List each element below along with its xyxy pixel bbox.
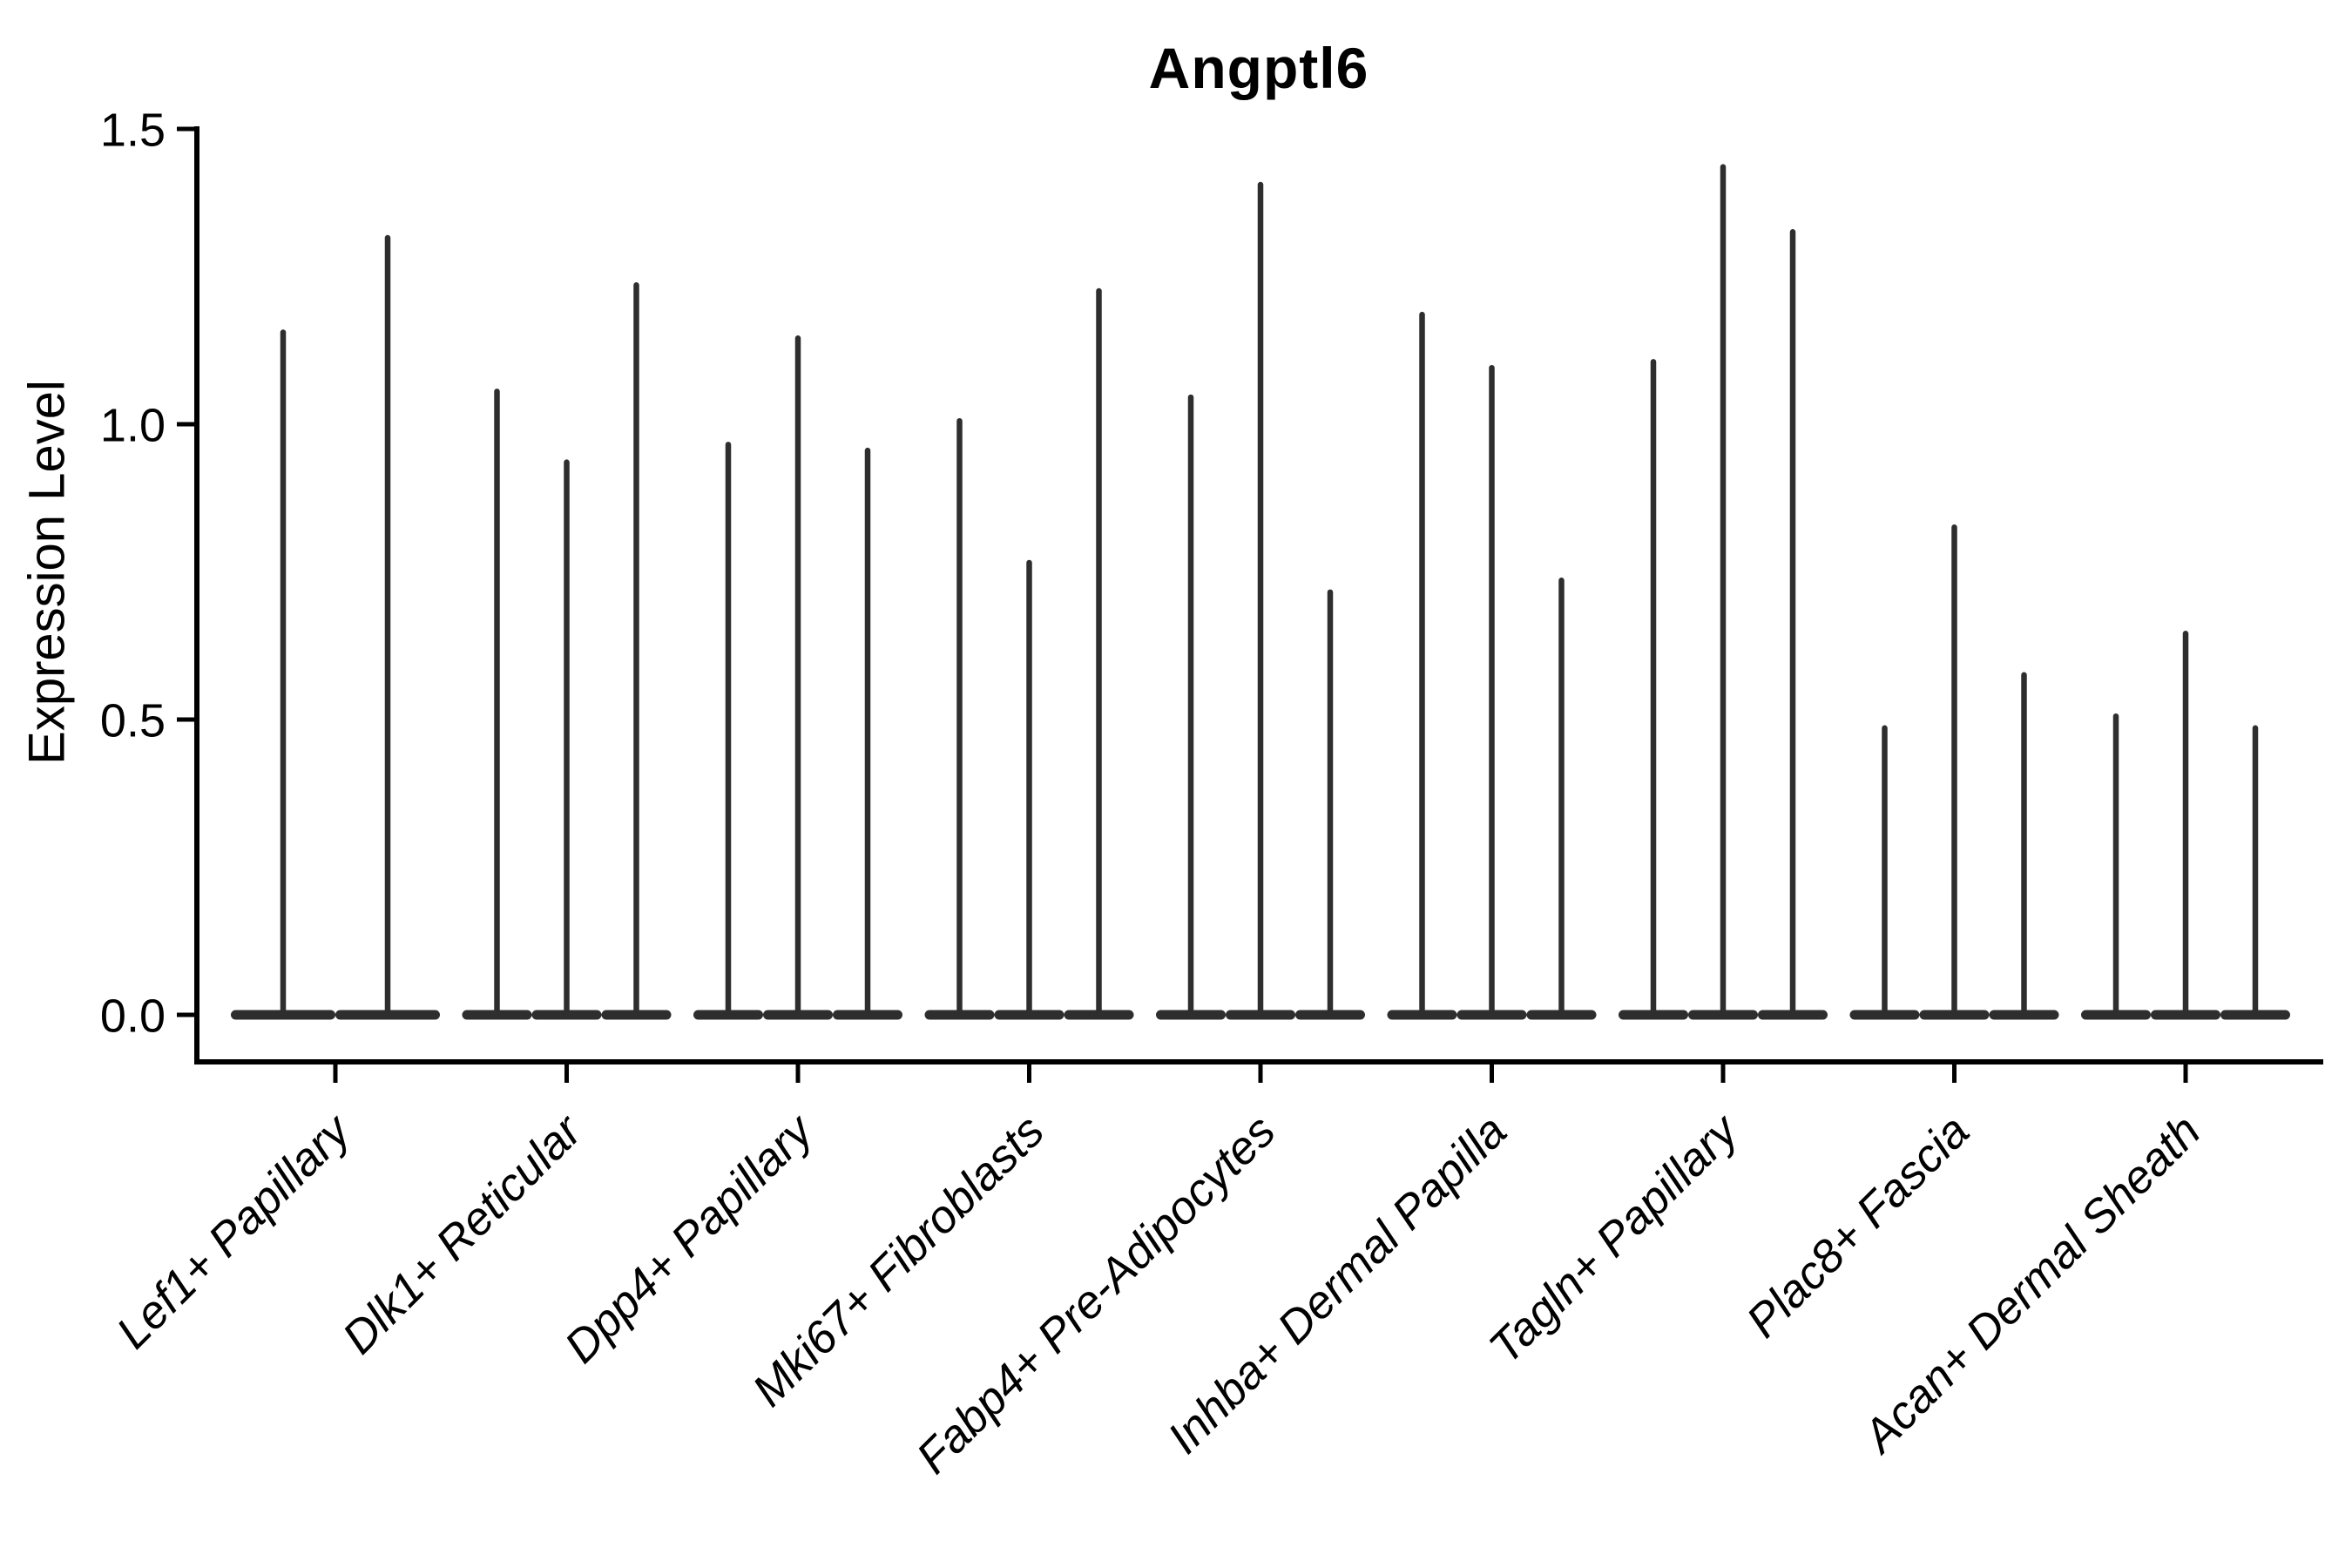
plot-title: Angptl6	[1148, 36, 1369, 100]
y-axis-tick-label: 0.5	[100, 694, 166, 747]
x-axis-tick-label: Dpp4+ Papillary	[555, 1103, 825, 1373]
x-axis-tick-label: Tagln+ Papillary	[1479, 1103, 1750, 1374]
x-axis-tick-label: Lef1+ Papillary	[107, 1103, 362, 1358]
x-axis-tick-label: Plac8+ Fascia	[1737, 1105, 1979, 1348]
y-axis-tick-label: 1.5	[100, 104, 166, 156]
y-axis-title: Expression Level	[18, 380, 76, 765]
x-axis-tick-label: Dlk1+ Reticular	[333, 1104, 593, 1364]
y-axis-tick-label: 1.0	[100, 399, 166, 451]
y-axis-tick-label: 0.0	[100, 990, 166, 1042]
